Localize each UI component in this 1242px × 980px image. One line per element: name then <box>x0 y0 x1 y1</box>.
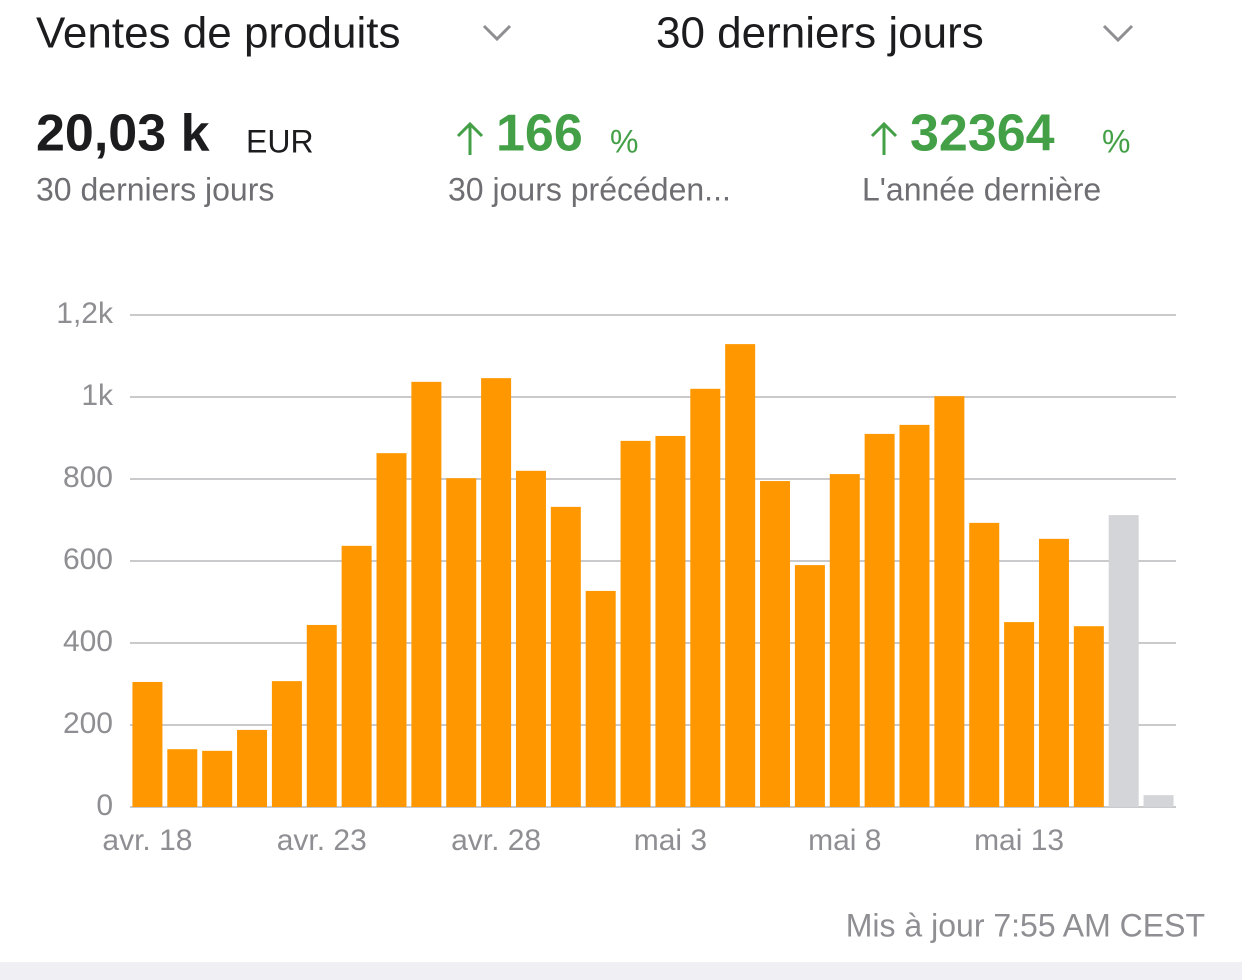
x-tick-label: avr. 23 <box>277 824 367 857</box>
x-tick-label: mai 3 <box>634 824 707 857</box>
bar <box>934 396 965 807</box>
stat-value: 166 <box>496 105 583 163</box>
up-arrow <box>870 121 898 155</box>
y-tick-label: 1,2k <box>56 297 114 330</box>
bar <box>515 470 546 807</box>
bar <box>132 681 163 807</box>
stat-unit: % <box>1102 123 1130 159</box>
x-tick-label: avr. 28 <box>451 824 541 857</box>
report-title[interactable]: Ventes de produits <box>36 9 400 58</box>
bar <box>237 729 268 807</box>
bar <box>725 344 756 807</box>
stat-label: L'année dernière <box>862 171 1101 207</box>
period-selector[interactable]: 30 derniers jours <box>656 9 984 58</box>
bar <box>1038 538 1069 807</box>
update-time: Mis à jour 7:55 AM CEST <box>846 907 1205 943</box>
chevron[interactable] <box>1102 24 1134 43</box>
stat-label: 30 jours précéden... <box>448 171 731 207</box>
bottom-strip <box>0 962 1242 980</box>
bar <box>306 624 337 807</box>
x-tick-label: mai 8 <box>808 824 881 857</box>
bar <box>481 378 512 807</box>
bar <box>411 381 442 807</box>
bar <box>760 481 791 807</box>
bar <box>1143 795 1174 807</box>
bar <box>620 440 651 807</box>
stat-unit: EUR <box>246 123 314 159</box>
y-tick-label: 600 <box>63 543 113 576</box>
bar <box>341 545 372 807</box>
bar <box>271 681 302 807</box>
bar <box>1004 622 1035 807</box>
x-tick-label: avr. 18 <box>102 824 192 857</box>
bar <box>794 565 825 807</box>
y-tick-label: 200 <box>63 707 113 740</box>
bar <box>864 433 895 807</box>
bar <box>899 424 930 807</box>
x-tick-label: mai 13 <box>974 824 1064 857</box>
stat-value: 32364 <box>910 105 1055 163</box>
bar <box>202 750 233 807</box>
y-tick-label: 0 <box>96 789 113 822</box>
stat-unit: % <box>610 123 638 159</box>
y-tick-label: 800 <box>63 461 113 494</box>
bar <box>167 749 198 807</box>
bar <box>446 478 477 807</box>
up-arrow <box>456 121 484 155</box>
stat-value: 20,03 k <box>36 105 210 163</box>
stat-label: 30 derniers jours <box>36 171 274 207</box>
bar <box>690 388 721 807</box>
y-tick-label: 400 <box>63 625 113 658</box>
bar <box>655 435 686 807</box>
y-tick-label: 1k <box>81 379 114 412</box>
bar <box>829 474 860 807</box>
bar <box>1073 626 1104 807</box>
bar <box>550 506 581 807</box>
bar <box>969 522 1000 807</box>
bar <box>1108 515 1139 807</box>
bar <box>376 453 407 807</box>
chevron[interactable] <box>482 24 512 42</box>
bar <box>585 590 616 807</box>
